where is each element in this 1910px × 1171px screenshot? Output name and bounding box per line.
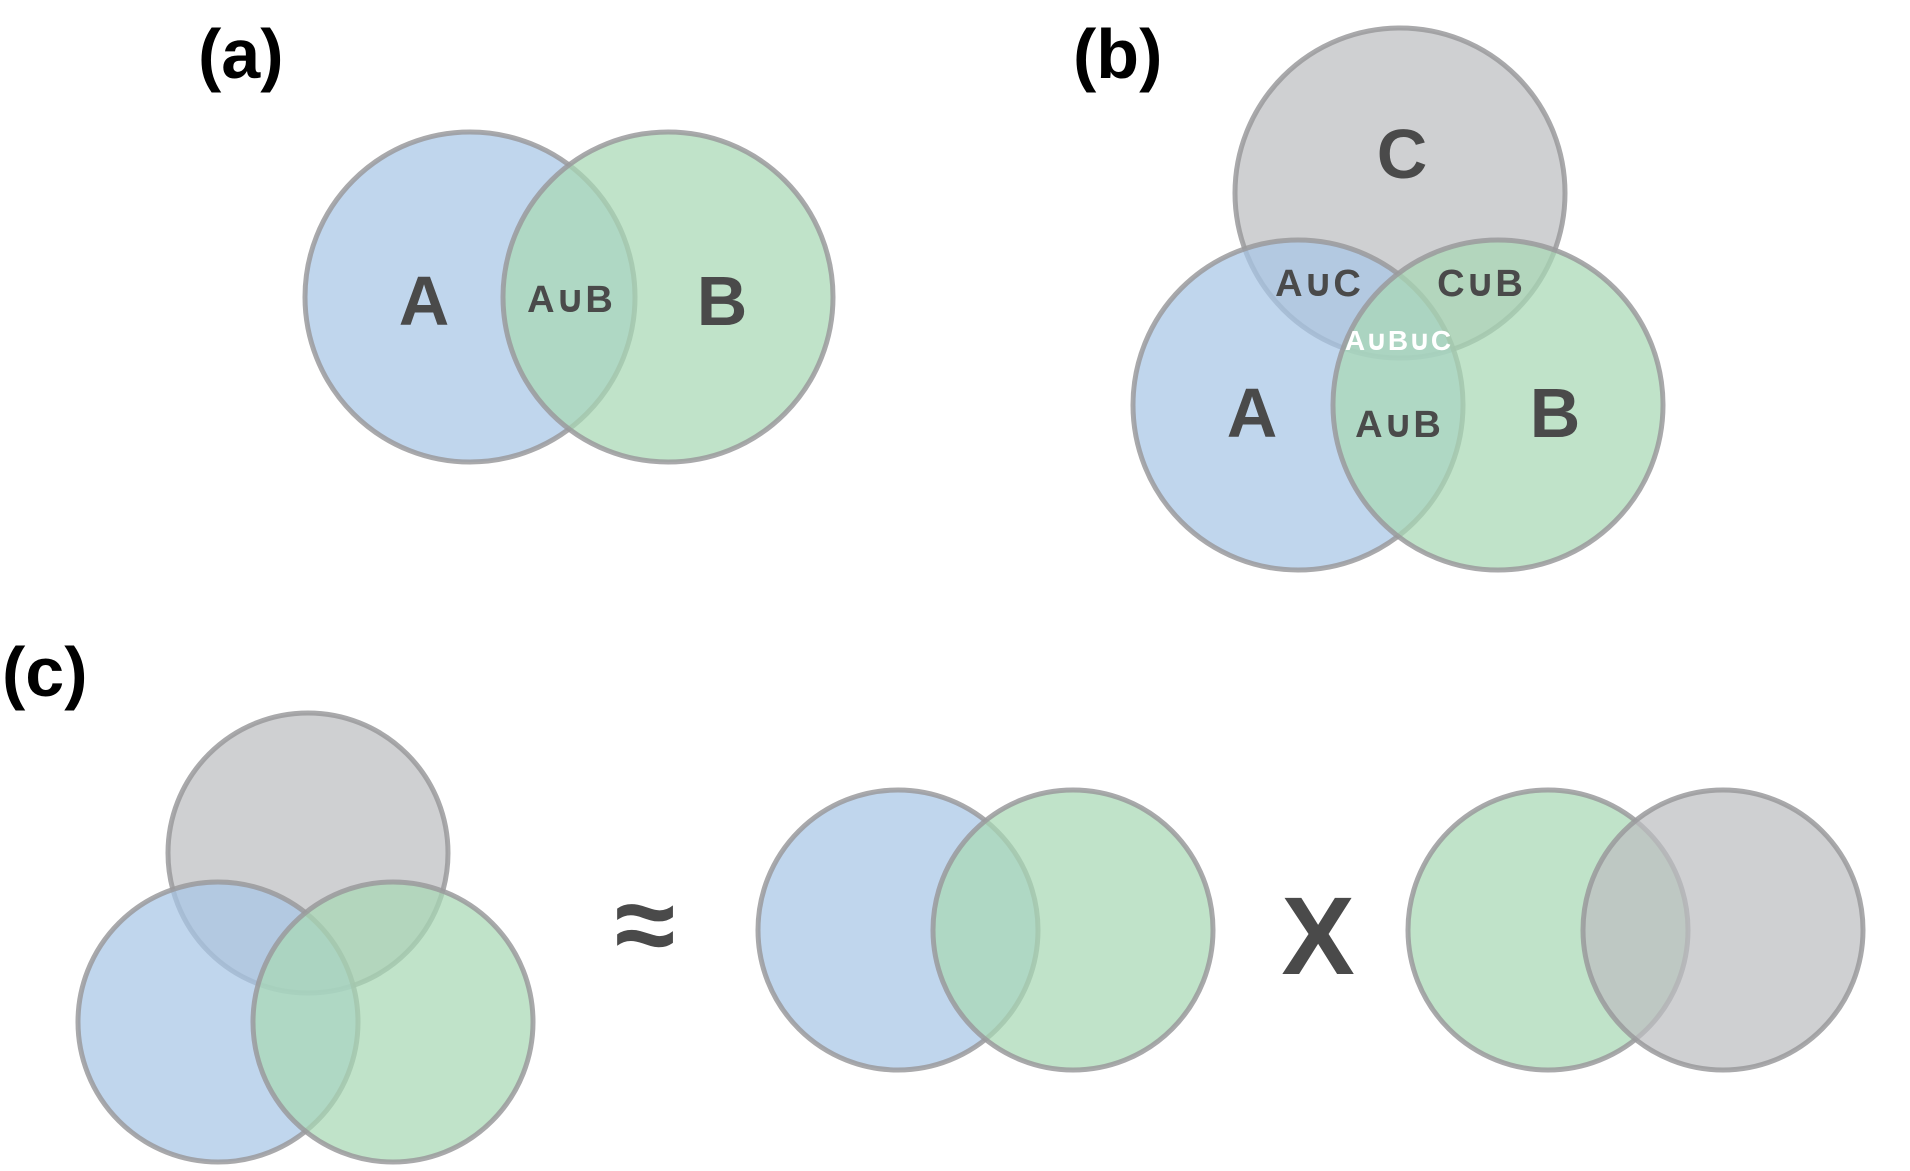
panel-a-label-set-a: A — [399, 262, 450, 340]
panel-a-circle-b — [500, 129, 836, 465]
panel-c-label: (c) — [2, 633, 88, 711]
panel-c-bc-circle-c — [1580, 787, 1866, 1073]
panel-b-label-set-c: C — [1377, 115, 1428, 193]
panel-b-venn — [1130, 25, 1666, 573]
times-operator: X — [1281, 875, 1354, 998]
panel-b-label-intersection-ac: A∪C — [1275, 263, 1361, 305]
panel-b-circle-b — [1330, 237, 1666, 573]
panel-a-label-intersection-ab: A∪B — [527, 279, 613, 321]
panel-a-venn — [302, 129, 836, 465]
panel-c-ab-venn — [755, 787, 1216, 1073]
panel-b-label-intersection-cb: C∪B — [1437, 263, 1523, 305]
panel-a-label: (a) — [198, 15, 284, 93]
panel-a-label-set-b: B — [697, 262, 748, 340]
panel-b-label-set-b: B — [1530, 374, 1581, 452]
panel-c-bc-venn — [1405, 787, 1866, 1073]
approx-operator: ≈ — [615, 863, 675, 986]
panel-c-three-circle-b — [250, 879, 536, 1165]
panel-a: (a) A B A∪B — [198, 15, 836, 465]
panel-c-ab-circle-b — [930, 787, 1216, 1073]
panel-b: (b) C A B A∪C C∪B A∪B A∪B∪C — [1073, 15, 1666, 573]
panel-b-label: (b) — [1073, 15, 1162, 93]
panel-c-three-set-venn — [75, 710, 536, 1165]
panel-b-label-intersection-ab: A∪B — [1355, 404, 1441, 446]
panel-c: (c) ≈ X — [2, 633, 1866, 1165]
panel-b-label-set-a: A — [1227, 374, 1278, 452]
panel-b-label-intersection-abc: A∪B∪C — [1345, 325, 1451, 356]
